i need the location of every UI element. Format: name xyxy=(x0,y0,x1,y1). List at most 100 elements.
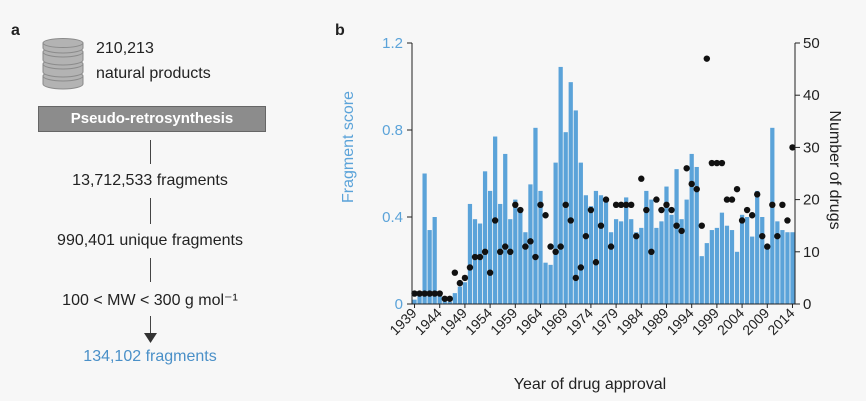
dot-1953 xyxy=(481,248,489,255)
dot-1971 xyxy=(572,274,579,282)
bar-1973 xyxy=(583,195,588,304)
dot-2007 xyxy=(754,191,761,198)
bar-1965 xyxy=(543,262,548,304)
x-tick-label: 1954 xyxy=(462,305,495,338)
bar-1958 xyxy=(508,219,513,304)
connector-arrow-shaft xyxy=(150,316,151,336)
x-axis-label: Year of drug approval xyxy=(514,376,666,393)
dot-1995 xyxy=(693,185,700,193)
bar-2002 xyxy=(729,230,735,304)
bar-1987 xyxy=(654,227,659,304)
dot-1939 xyxy=(411,290,418,297)
connector-line-1 xyxy=(150,140,151,164)
bar-1949 xyxy=(462,282,468,304)
dot-1946 xyxy=(446,295,453,302)
x-tick-label: 1989 xyxy=(638,305,671,338)
bar-1972 xyxy=(578,162,583,304)
y-right-tick-label: 50 xyxy=(803,35,820,52)
dot-2004 xyxy=(738,217,746,224)
bar-1982 xyxy=(629,219,634,304)
bar-1947 xyxy=(452,293,457,304)
x-tick-label: 1994 xyxy=(663,305,696,338)
dot-1961 xyxy=(522,243,529,250)
bar-2013 xyxy=(785,232,790,304)
unique-fragments-count: 990,401 unique fragments xyxy=(57,232,243,249)
database-icon xyxy=(42,38,84,90)
bar-1989 xyxy=(664,186,669,304)
bar-2003 xyxy=(734,251,740,304)
dot-1962 xyxy=(527,238,534,245)
panel-a-label: a xyxy=(11,22,20,39)
dot-1999 xyxy=(713,159,721,167)
dot-1956 xyxy=(496,248,504,255)
bar-1978 xyxy=(608,232,614,304)
bar-1963 xyxy=(533,127,538,304)
y-axis-left-label: Fragment score xyxy=(340,91,357,203)
bar-1954 xyxy=(487,190,493,304)
dot-1942 xyxy=(426,290,433,297)
y-left-tick-label: 0.8 xyxy=(382,122,403,139)
bar-1943 xyxy=(432,217,437,304)
bar-2001 xyxy=(724,225,730,304)
dot-2013 xyxy=(784,217,791,224)
bar-1980 xyxy=(619,221,624,304)
bar-1975 xyxy=(593,190,599,304)
dot-1944 xyxy=(436,290,443,297)
x-tick-label: 1999 xyxy=(689,305,722,338)
bar-2012 xyxy=(780,230,785,304)
connector-line-3 xyxy=(150,258,151,282)
dot-1977 xyxy=(602,196,610,203)
dot-1983 xyxy=(633,232,640,240)
x-tick-label: 1984 xyxy=(613,305,646,338)
dot-1949 xyxy=(461,274,469,282)
x-tick-label: 1979 xyxy=(588,305,621,338)
bar-1983 xyxy=(634,232,639,304)
dot-2009 xyxy=(764,243,771,250)
dot-1984 xyxy=(638,175,645,182)
bar-1990 xyxy=(669,214,674,304)
bar-1942 xyxy=(427,230,432,304)
bar-2010 xyxy=(770,127,775,304)
dot-1993 xyxy=(683,165,690,172)
bar-1969 xyxy=(563,132,568,304)
dot-1966 xyxy=(547,243,554,250)
bar-1988 xyxy=(659,221,664,304)
connector-line-2 xyxy=(150,198,151,224)
bar-2014 xyxy=(790,232,795,304)
dot-1972 xyxy=(577,264,585,271)
dot-1978 xyxy=(607,243,615,250)
y-right-tick-label: 30 xyxy=(803,139,820,156)
bar-1999 xyxy=(714,227,720,304)
bar-1953 xyxy=(482,171,488,304)
dot-2012 xyxy=(779,201,786,209)
x-tick-label: 1959 xyxy=(487,305,520,338)
dot-2000 xyxy=(718,159,726,167)
bar-1948 xyxy=(457,286,462,304)
dot-1976 xyxy=(597,222,605,229)
y-right-tick-label: 10 xyxy=(803,244,820,261)
bar-1957 xyxy=(503,153,508,304)
panel-b-label: b xyxy=(335,22,345,39)
dot-1955 xyxy=(491,217,499,224)
bar-1939 xyxy=(412,299,417,304)
dot-1941 xyxy=(421,290,428,297)
bar-1952 xyxy=(477,223,483,304)
dot-1963 xyxy=(532,253,539,261)
dot-1992 xyxy=(678,227,685,235)
dot-1965 xyxy=(542,212,549,219)
bar-1993 xyxy=(684,199,689,304)
result-fragments: 134,102 fragments xyxy=(83,348,217,365)
dot-1945 xyxy=(441,295,448,302)
bar-1994 xyxy=(689,153,694,304)
dot-1951 xyxy=(471,253,479,261)
x-tick-label: 2009 xyxy=(739,305,772,338)
bar-2000 xyxy=(719,212,725,304)
bar-1950 xyxy=(467,203,473,304)
bar-1946 xyxy=(447,301,452,304)
dot-1954 xyxy=(486,269,494,276)
y-left-tick-label: 0.4 xyxy=(382,209,403,226)
y-right-tick-label: 0 xyxy=(803,296,811,313)
dot-1957 xyxy=(502,243,509,250)
y-right-tick-label: 40 xyxy=(803,87,820,104)
dot-1947 xyxy=(451,269,459,276)
